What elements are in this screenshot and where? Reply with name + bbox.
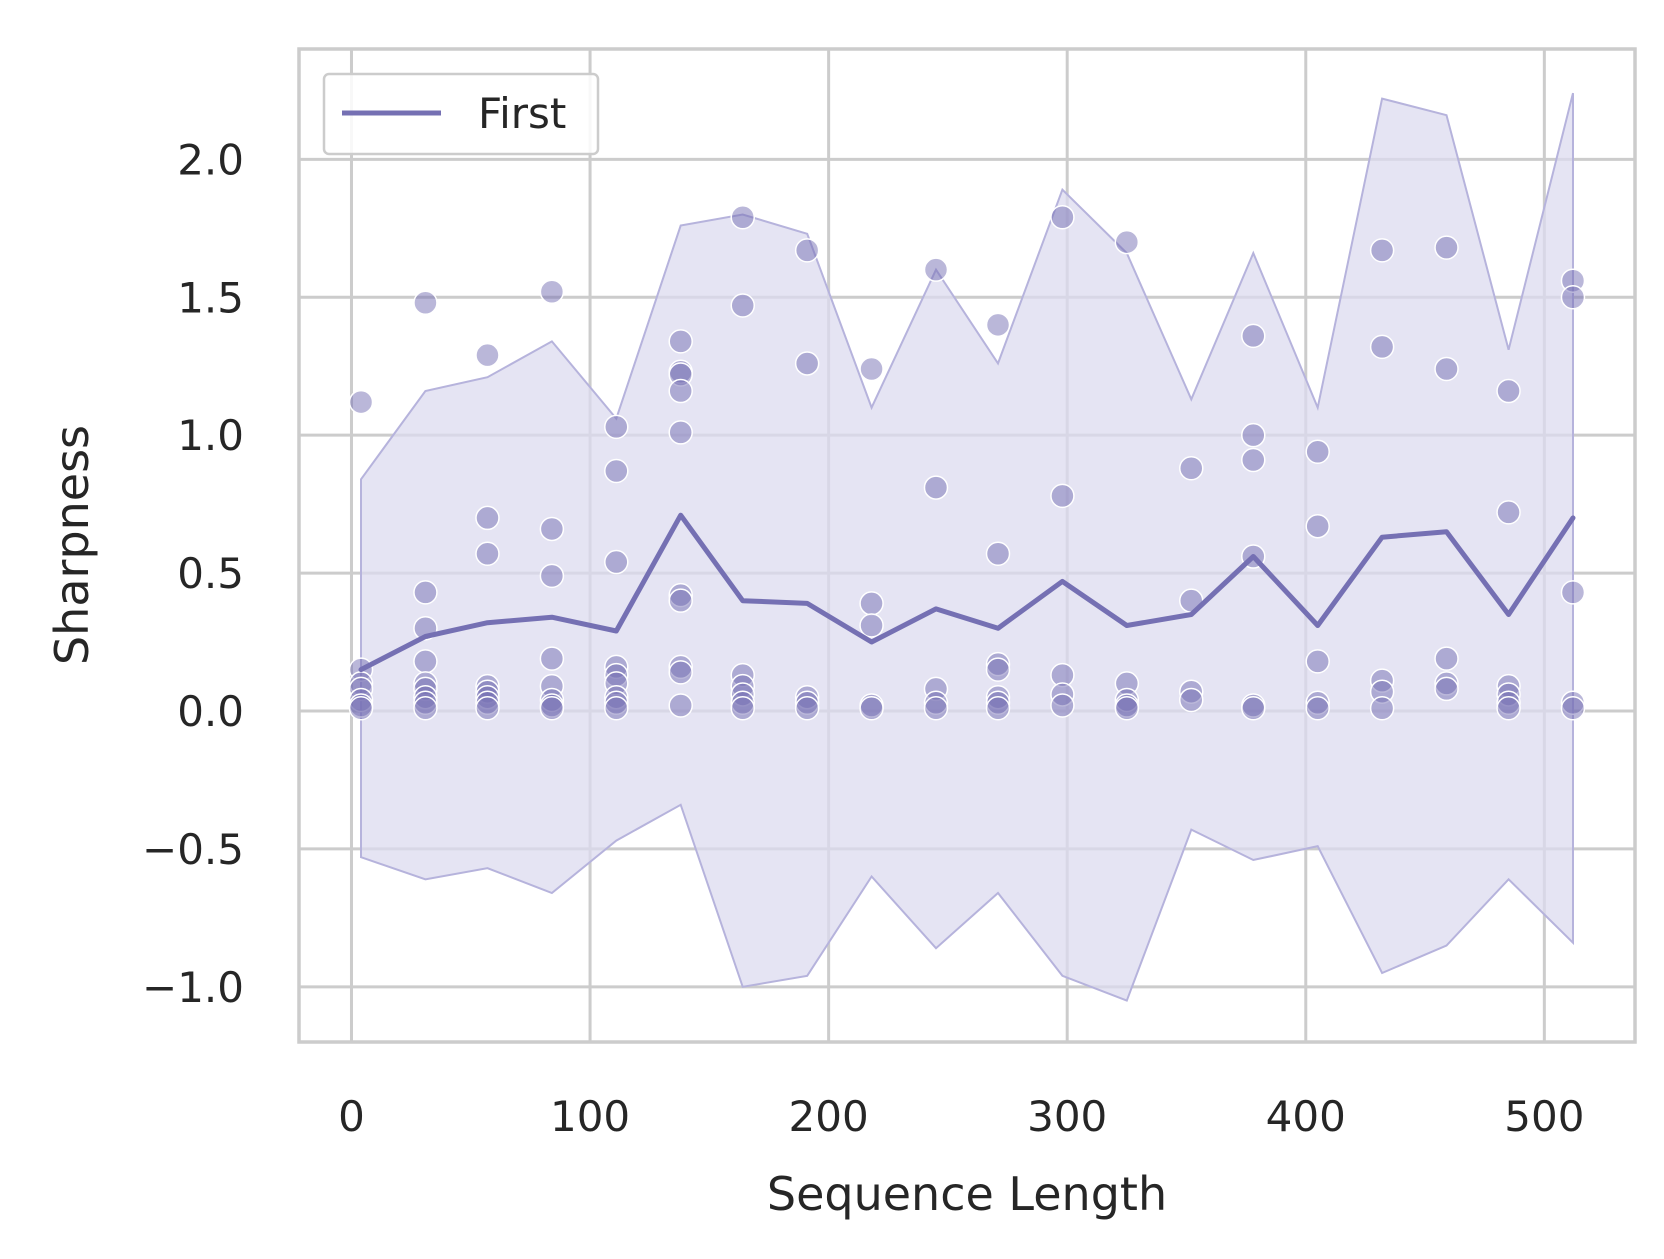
scatter-point — [1434, 646, 1459, 671]
scatter-point — [1496, 695, 1521, 721]
scatter-point — [413, 649, 438, 674]
scatter-point — [668, 420, 693, 445]
x-tick-label: 400 — [1266, 1092, 1346, 1141]
scatter-point — [1050, 205, 1075, 230]
scatter-point — [1305, 695, 1330, 721]
legend-label-first: First — [478, 89, 566, 138]
scatter-point — [1369, 695, 1395, 721]
scatter-point — [668, 693, 693, 718]
scatter-point — [859, 356, 884, 382]
scatter-point — [1050, 483, 1075, 509]
scatter-point — [1179, 687, 1204, 713]
scatter-point — [1369, 238, 1395, 263]
scatter-point — [348, 695, 374, 721]
scatter-point — [668, 588, 693, 613]
plot-frame — [297, 47, 1637, 1044]
scatter-point — [1560, 580, 1586, 605]
scatter-point — [923, 695, 949, 721]
x-tick-label: 100 — [550, 1092, 630, 1141]
scatter-point — [413, 580, 438, 605]
y-axis-label: Sharpness — [45, 425, 99, 665]
scatter-point — [859, 613, 884, 638]
scatter-point — [668, 329, 693, 354]
confidence-band — [360, 92, 1574, 1002]
scatter-point — [604, 458, 629, 484]
scatter-point — [923, 257, 949, 282]
scatter-point — [985, 657, 1011, 682]
scatter-point — [985, 695, 1011, 721]
y-tick-label: 2.0 — [177, 135, 244, 184]
legend-box — [322, 72, 600, 156]
x-tick-label: 500 — [1504, 1092, 1584, 1141]
scatter-point — [1241, 695, 1266, 721]
scatter-point — [1114, 695, 1140, 721]
scatter-point — [1560, 695, 1586, 721]
scatter-point — [475, 695, 500, 721]
x-tick-label: 0 — [338, 1092, 365, 1141]
x-tick-labels: 0 100 200 300 400 500 — [338, 1092, 1584, 1141]
scatter-point — [1434, 356, 1459, 382]
scatter-point — [730, 205, 755, 230]
scatter-point — [348, 389, 374, 415]
scatter-point — [475, 505, 500, 531]
scatter-point — [539, 695, 565, 721]
scatter-point — [604, 695, 629, 721]
scatter-point — [1114, 229, 1140, 255]
scatter-point — [1434, 235, 1459, 260]
scatter-point — [794, 695, 820, 721]
scatter-point — [668, 378, 693, 404]
series-line-first — [358, 512, 1576, 673]
y-tick-label: 1.0 — [177, 411, 244, 460]
scatter-point — [730, 695, 755, 721]
scatter-point — [539, 646, 565, 671]
y-tick-label: 1.5 — [177, 273, 244, 322]
x-tick-label: 200 — [789, 1092, 869, 1141]
scatter-point — [923, 475, 949, 500]
y-tick-label: −0.5 — [142, 825, 244, 874]
scatter-point — [1560, 285, 1586, 310]
scatter-point — [794, 351, 820, 376]
scatter-point — [1434, 676, 1459, 702]
scatter-point — [475, 342, 500, 368]
scatter-point — [539, 516, 565, 542]
scatter-point — [859, 695, 884, 721]
scatter-point — [1496, 500, 1521, 525]
scatter-point — [1369, 334, 1395, 360]
scatter-point — [794, 238, 820, 263]
scatter-point — [475, 541, 500, 567]
y-tick-label: 0.5 — [177, 549, 244, 598]
scatter-point — [604, 549, 629, 575]
scatter-point — [539, 563, 565, 589]
y-tick-labels: −1.0 −0.5 0.0 0.5 1.0 1.5 2.0 — [142, 135, 244, 1012]
scatter-point — [985, 541, 1011, 567]
scatter-point — [730, 293, 755, 318]
scatter-point — [1305, 513, 1330, 539]
scatter-point — [1305, 649, 1330, 674]
scatter-point — [539, 279, 565, 304]
legend: First — [322, 72, 600, 156]
scatter-point — [668, 660, 693, 685]
y-tick-label: −1.0 — [142, 963, 244, 1012]
scatter-points — [348, 205, 1586, 721]
scatter-point — [413, 695, 438, 721]
y-tick-label: 0.0 — [177, 687, 244, 736]
scatter-point — [604, 414, 629, 440]
x-tick-label: 300 — [1027, 1092, 1107, 1141]
scatter-point — [413, 290, 438, 316]
scatter-point — [1241, 447, 1266, 473]
scatter-point — [985, 312, 1011, 338]
scatter-point — [1179, 456, 1204, 481]
scatter-point — [1241, 422, 1266, 448]
scatter-point — [1305, 439, 1330, 464]
scatter-point — [1241, 323, 1266, 349]
scatter-point — [1496, 378, 1521, 404]
x-axis-label: Sequence Length — [767, 1167, 1167, 1221]
scatter-point — [859, 591, 884, 616]
scatter-point — [1050, 693, 1075, 718]
